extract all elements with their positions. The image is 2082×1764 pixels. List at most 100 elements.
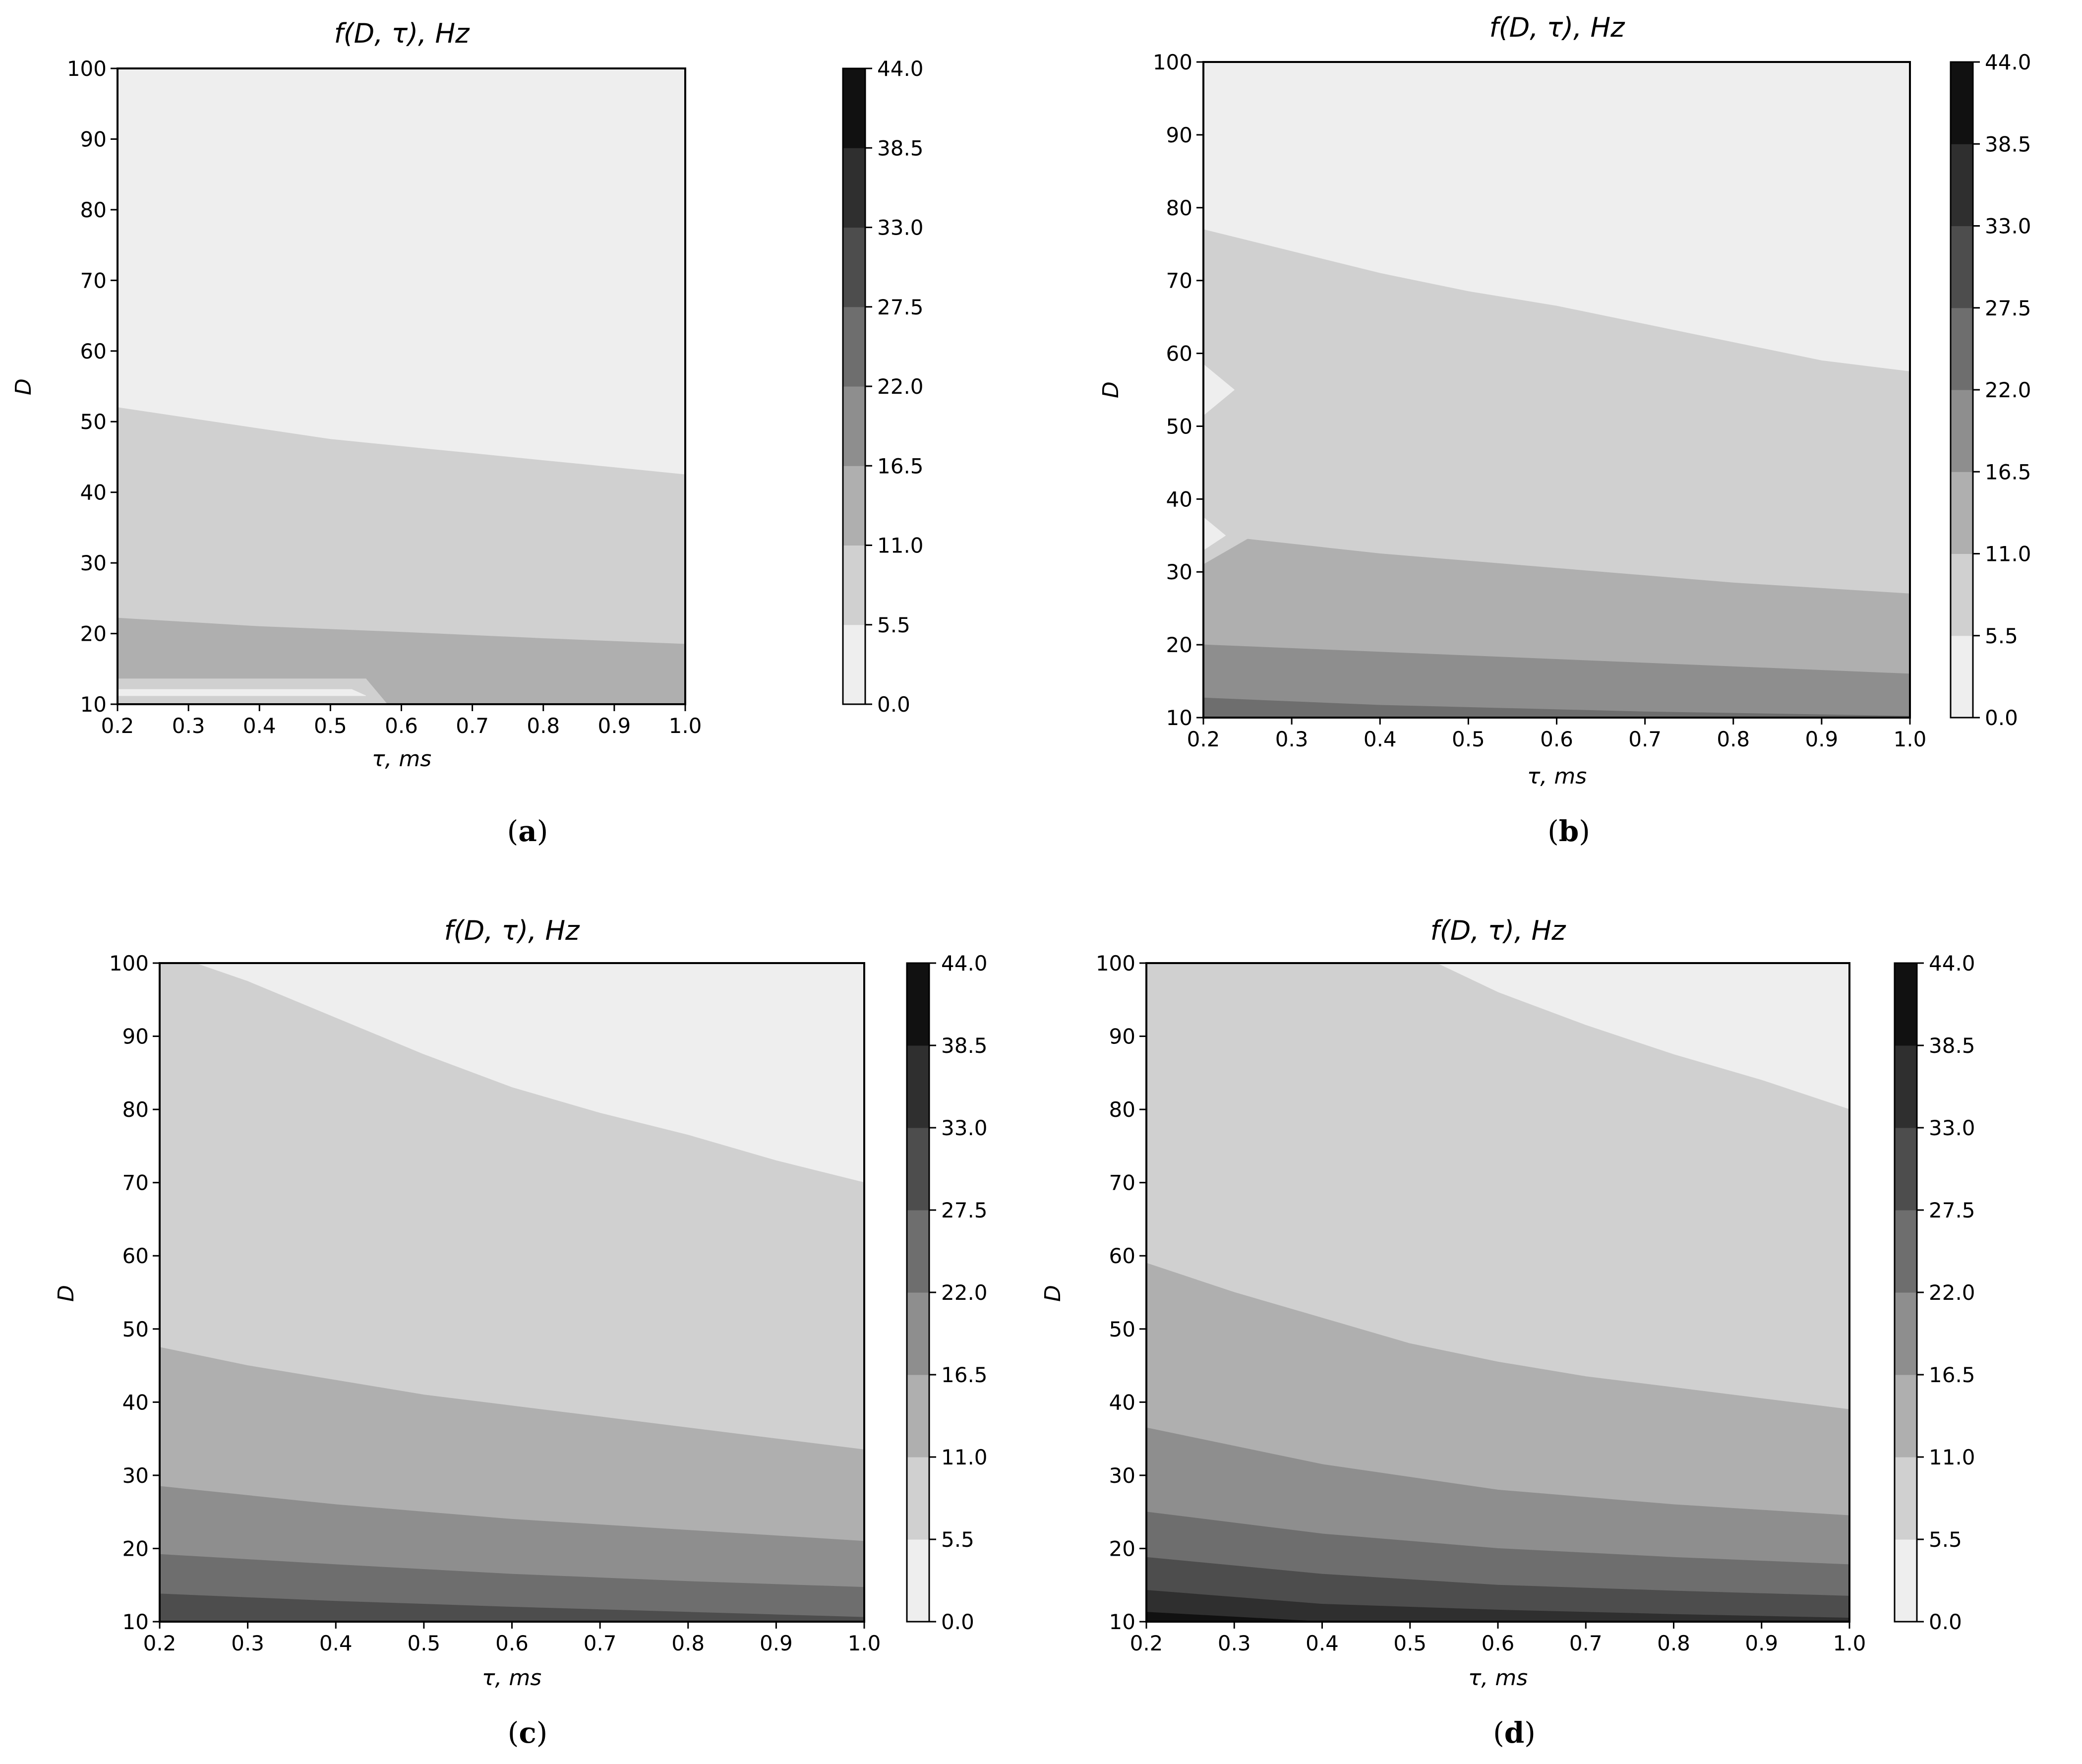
contour-panel-c: 0.2 0.3 0.4 0.5 0.6 0.7 0.8 0.9 1.0 10 20 30 40 50 60 7…: [54, 915, 988, 1750]
y-tick-label: 40: [80, 481, 107, 505]
x-tick-label: 0.9: [597, 714, 631, 738]
colorbar-band: [1895, 1292, 1917, 1375]
x-tick-label: 1.0: [669, 714, 702, 738]
colorbar-band: [907, 1457, 929, 1540]
colorbar-tick-label: 33.0: [877, 216, 924, 240]
colorbar-tick-label: 22.0: [941, 1280, 988, 1305]
colorbar-band: [1895, 1045, 1917, 1128]
contour-regions: [1203, 62, 1910, 718]
x-tick-label: 0.2: [143, 1631, 177, 1655]
y-tick-label: 30: [122, 1463, 149, 1488]
y-tick-label: 50: [1166, 414, 1192, 438]
colorbar-tick-label: 16.5: [1929, 1363, 1975, 1387]
colorbar-tick-label: 27.5: [877, 295, 924, 319]
y-tick-label: 50: [1109, 1317, 1135, 1341]
colorbar-band: [907, 1128, 929, 1211]
y-tick-label: 10: [1109, 1610, 1135, 1634]
x-tick-label: 1.0: [1894, 727, 1927, 751]
x-axis-label: τ, ms: [482, 1665, 541, 1691]
colorbar-band: [907, 1210, 929, 1293]
colorbar-tick-label: 44.0: [877, 57, 924, 81]
x-tick-label: 0.5: [1452, 727, 1485, 751]
colorbar-band: [843, 466, 865, 546]
x-tick-label: 0.7: [456, 714, 489, 738]
colorbar-band: [907, 1292, 929, 1375]
colorbar-tick-label: 11.0: [941, 1445, 988, 1469]
colorbar-band: [843, 386, 865, 466]
x-axis-label: τ, ms: [1527, 764, 1587, 789]
colorbar-band: [907, 1375, 929, 1458]
colorbar-band: [843, 148, 865, 228]
x-tick-label: 0.2: [1130, 1631, 1163, 1655]
x-tick-label: 0.4: [1364, 727, 1397, 751]
x-axis-label: τ, ms: [372, 746, 431, 772]
y-tick-label: 60: [80, 339, 107, 364]
y-axis-label: D: [54, 1285, 79, 1302]
chart-title: f(D, τ), Hz: [1430, 915, 1567, 946]
colorbar-tick-label: 5.5: [941, 1527, 974, 1552]
colorbar-tick-label: 16.5: [877, 454, 924, 478]
contour-regions: [160, 963, 864, 1622]
colorbar-band: [907, 1045, 929, 1128]
x-tick-label: 0.6: [385, 714, 418, 738]
y-tick-label: 40: [1166, 487, 1192, 511]
colorbar-tick-label: 33.0: [1985, 214, 2031, 239]
x-tick-label: 1.0: [1833, 1631, 1866, 1655]
x-tick-label: 0.9: [1745, 1631, 1778, 1655]
x-tick-label: 0.5: [314, 714, 347, 738]
y-tick-label: 60: [1109, 1244, 1135, 1268]
colorbar-band: [907, 1539, 929, 1622]
y-tick-label: 80: [1109, 1097, 1135, 1122]
colorbar-band: [1951, 307, 1973, 390]
contour-region-6: [1146, 1590, 1849, 1622]
colorbar-band: [907, 963, 929, 1046]
contour-panel-b: 0.2 0.3 0.4 0.5 0.6 0.7 0.8 0.9 1.0 10 20 30 40 50 60 7…: [1098, 12, 2031, 848]
contour-region-4: [118, 689, 366, 696]
panel-caption: (d): [1493, 1716, 1536, 1750]
colorbar-band: [1951, 635, 1973, 718]
y-tick-label: 50: [122, 1317, 149, 1341]
y-tick-label: 90: [80, 127, 107, 151]
chart-title: f(D, τ), Hz: [1489, 12, 1626, 43]
x-tick-label: 0.5: [407, 1631, 440, 1655]
colorbar-band: [843, 545, 865, 625]
colorbar-tick-label: 44.0: [941, 951, 988, 975]
y-tick-label: 30: [1166, 560, 1192, 584]
colorbar-band: [843, 306, 865, 387]
colorbar-tick-label: 22.0: [1985, 378, 2031, 402]
y-tick-label: 10: [1166, 706, 1192, 730]
y-tick-label: 10: [80, 692, 107, 717]
colorbar-tick-label: 38.5: [877, 136, 924, 160]
colorbar-tick-label: 22.0: [1929, 1280, 1975, 1305]
x-tick-label: 0.8: [1717, 727, 1750, 751]
colorbar-tick-label: 27.5: [941, 1198, 988, 1222]
colorbar-band: [1951, 144, 1973, 226]
colorbar-tick-label: 33.0: [941, 1116, 988, 1140]
x-tick-label: 0.6: [1482, 1631, 1515, 1655]
colorbar-band: [1951, 226, 1973, 308]
colorbar-tick-label: 33.0: [1929, 1116, 1975, 1140]
x-tick-label: 0.9: [760, 1631, 793, 1655]
x-tick-label: 0.2: [1187, 727, 1220, 751]
y-tick-label: 100: [67, 57, 107, 81]
y-tick-label: 80: [80, 198, 107, 222]
contour-region-6: [1203, 517, 1226, 550]
colorbar-tick-label: 27.5: [1985, 296, 2031, 320]
contour-region-5: [1203, 364, 1235, 416]
y-tick-label: 80: [122, 1097, 149, 1122]
contour-panel-d: 0.2 0.3 0.4 0.5 0.6 0.7 0.8 0.9 1.0 10 20 30 40 50 60 7…: [1041, 915, 1975, 1750]
y-tick-label: 30: [1109, 1463, 1135, 1488]
colorbar-band: [843, 624, 865, 705]
panel-caption: (a): [507, 814, 548, 848]
colorbar-tick-label: 0.0: [1929, 1610, 1962, 1634]
colorbar-band: [1951, 553, 1973, 636]
contour-panel-a: 0.2 0.3 0.4 0.5 0.6 0.7 0.8 0.9 1.0 10 20 30 40 50 60 7…: [11, 18, 924, 848]
colorbar-band: [1895, 1210, 1917, 1293]
y-tick-label: 90: [122, 1025, 149, 1049]
colorbar-tick-label: 5.5: [1985, 624, 2018, 648]
colorbar-band: [1895, 1539, 1917, 1622]
y-tick-label: 40: [122, 1390, 149, 1414]
x-tick-label: 0.7: [1628, 727, 1662, 751]
y-tick-label: 20: [1166, 633, 1192, 657]
